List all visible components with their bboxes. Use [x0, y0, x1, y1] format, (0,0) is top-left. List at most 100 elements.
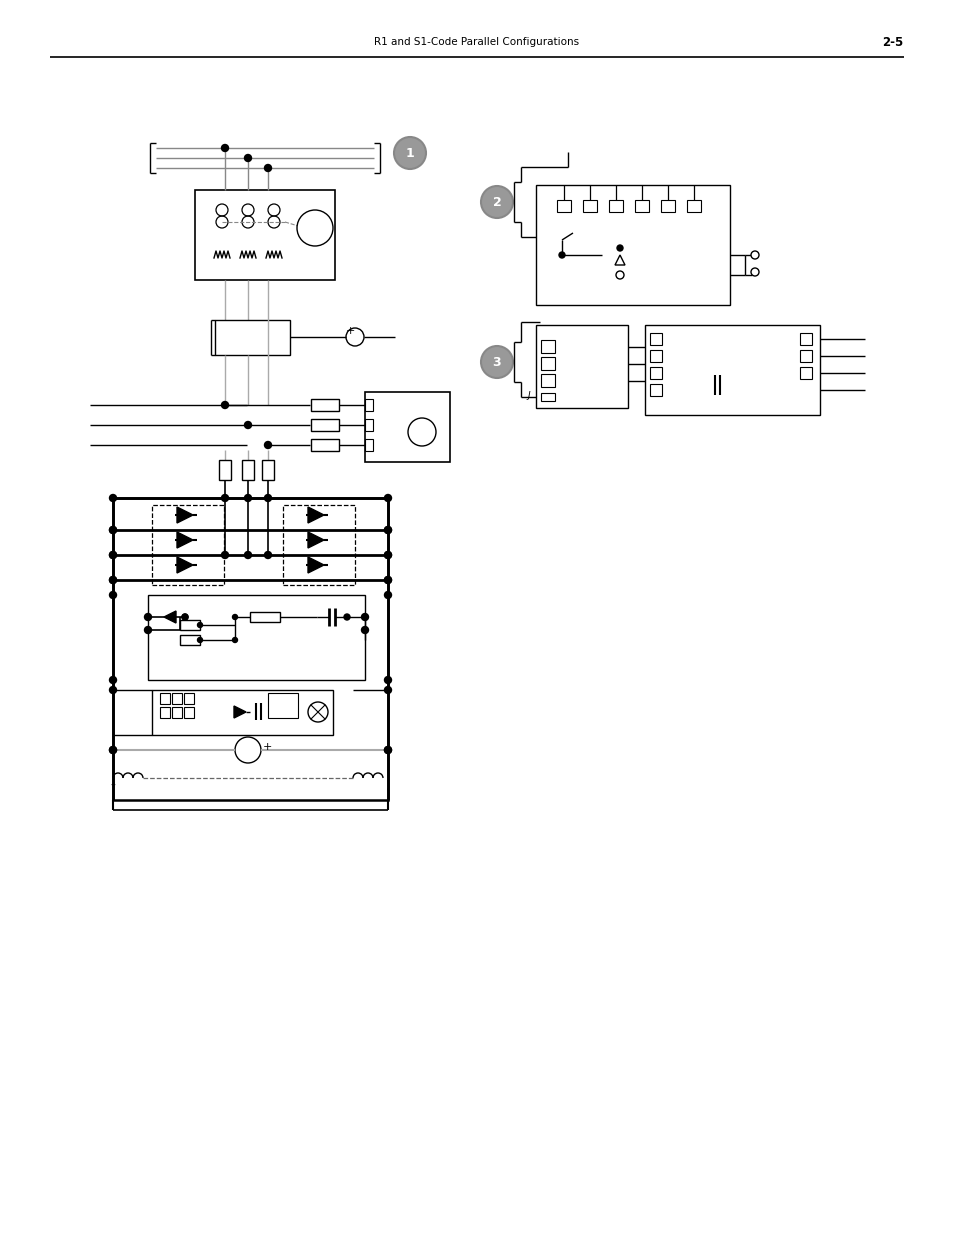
Circle shape: [384, 526, 391, 534]
Bar: [649, 333, 661, 345]
Text: +: +: [263, 742, 273, 752]
Bar: [172, 706, 182, 718]
Circle shape: [384, 552, 391, 558]
Text: 2-5: 2-5: [882, 36, 902, 48]
Text: 1: 1: [405, 147, 414, 159]
Polygon shape: [177, 532, 193, 548]
Bar: [800, 333, 811, 345]
Circle shape: [110, 577, 116, 583]
Circle shape: [221, 144, 229, 152]
Circle shape: [384, 746, 391, 753]
Text: J: J: [527, 390, 530, 399]
Circle shape: [384, 494, 391, 501]
Text: -: -: [111, 779, 115, 793]
Circle shape: [750, 268, 759, 275]
Bar: [686, 200, 700, 212]
Circle shape: [361, 626, 368, 634]
Circle shape: [110, 526, 116, 534]
Circle shape: [233, 637, 237, 642]
Bar: [184, 706, 193, 718]
Bar: [540, 374, 555, 387]
Bar: [365, 438, 373, 451]
Bar: [800, 367, 811, 379]
Bar: [540, 340, 555, 353]
Circle shape: [244, 494, 252, 501]
Bar: [268, 693, 297, 718]
Polygon shape: [233, 706, 246, 718]
Circle shape: [244, 421, 252, 429]
Bar: [148, 595, 365, 680]
Circle shape: [182, 614, 188, 620]
Circle shape: [480, 186, 513, 219]
Bar: [283, 505, 355, 585]
Circle shape: [221, 401, 229, 409]
Circle shape: [384, 577, 391, 583]
Circle shape: [244, 552, 252, 558]
Bar: [365, 419, 373, 431]
Bar: [112, 498, 388, 800]
Circle shape: [264, 441, 272, 448]
Bar: [184, 693, 193, 704]
Polygon shape: [615, 254, 624, 266]
Circle shape: [110, 746, 116, 753]
Circle shape: [384, 687, 391, 694]
Bar: [644, 325, 820, 415]
Polygon shape: [308, 532, 324, 548]
Circle shape: [197, 622, 202, 627]
Bar: [649, 350, 661, 362]
Circle shape: [110, 494, 116, 501]
Circle shape: [384, 526, 391, 534]
Bar: [160, 693, 170, 704]
Bar: [311, 399, 338, 411]
Bar: [365, 391, 450, 462]
Text: R1 and S1-Code Parallel Configurations: R1 and S1-Code Parallel Configurations: [374, 37, 579, 47]
Text: 3: 3: [492, 356, 500, 368]
Circle shape: [182, 614, 188, 620]
Bar: [311, 438, 338, 451]
Circle shape: [384, 677, 391, 683]
Bar: [800, 350, 811, 362]
Circle shape: [296, 210, 333, 246]
Circle shape: [384, 552, 391, 558]
Bar: [262, 459, 274, 480]
Polygon shape: [308, 508, 324, 522]
Circle shape: [110, 746, 116, 753]
Bar: [649, 384, 661, 396]
Bar: [160, 706, 170, 718]
Circle shape: [308, 701, 328, 722]
Bar: [582, 200, 597, 212]
Bar: [250, 613, 280, 622]
Circle shape: [394, 137, 426, 169]
Circle shape: [617, 245, 622, 251]
Circle shape: [384, 592, 391, 599]
Bar: [311, 419, 338, 431]
Bar: [608, 200, 622, 212]
Circle shape: [750, 251, 759, 259]
Circle shape: [346, 329, 364, 346]
Bar: [536, 185, 729, 305]
Circle shape: [384, 746, 391, 753]
Circle shape: [110, 687, 116, 694]
Circle shape: [244, 154, 252, 162]
Circle shape: [384, 577, 391, 583]
Circle shape: [616, 270, 623, 279]
Circle shape: [264, 552, 272, 558]
Polygon shape: [308, 557, 324, 573]
Bar: [214, 320, 290, 354]
Bar: [635, 200, 648, 212]
Circle shape: [221, 552, 229, 558]
Bar: [540, 357, 555, 370]
Circle shape: [264, 164, 272, 172]
Circle shape: [110, 526, 116, 534]
Circle shape: [110, 552, 116, 558]
Bar: [557, 200, 571, 212]
Circle shape: [110, 677, 116, 683]
Text: .: .: [385, 779, 390, 793]
Circle shape: [480, 346, 513, 378]
Circle shape: [361, 614, 368, 620]
Circle shape: [234, 737, 261, 763]
Bar: [365, 399, 373, 411]
Bar: [242, 459, 253, 480]
Circle shape: [197, 637, 202, 642]
Circle shape: [110, 552, 116, 558]
